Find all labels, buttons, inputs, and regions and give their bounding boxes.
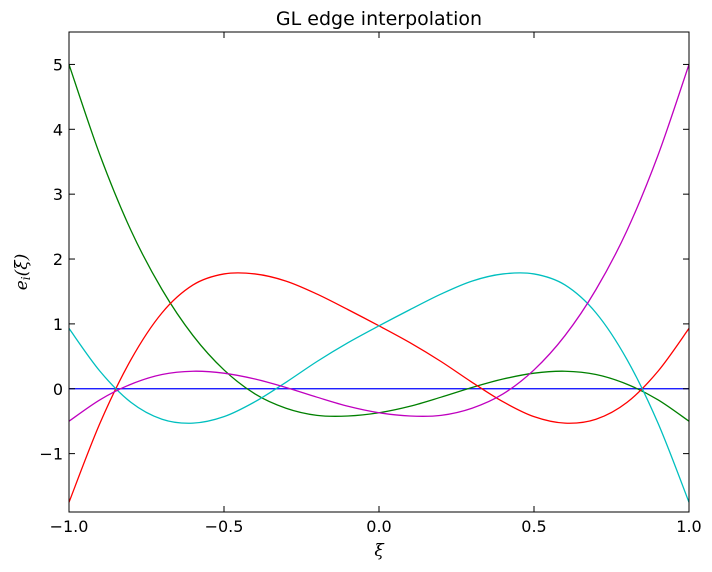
y-tick-label: 1 [53,315,63,334]
y-tick-label: 2 [53,250,63,269]
series-line-2 [69,272,689,503]
series-line-3 [69,272,689,503]
series-layer [69,64,689,503]
series-line-4 [69,64,689,422]
ticks-layer: −1.0 −0.5 0.0 0.5 1.0 −1 0 1 2 3 4 5 [39,32,702,536]
chart-title: GL edge interpolation [276,8,482,30]
y-axis-label-base: e [12,280,32,290]
y-axis-label-arg: (ξ) [12,254,32,277]
x-tick-label: −1.0 [50,517,89,536]
x-tick-label: 1.0 [676,517,701,536]
y-tick-label: 4 [53,120,63,139]
x-axis-label: ξ [374,541,385,561]
series-line-1 [69,64,689,422]
y-tick-label: −1 [39,445,63,464]
y-axis-label-sub: i [19,276,33,280]
plot-frame [68,31,690,513]
x-tick-label: −0.5 [205,517,244,536]
y-tick-label: 3 [53,185,63,204]
x-tick-label: 0.5 [521,517,546,536]
y-axis-label: ei(ξ) [12,254,33,291]
y-tick-label: 5 [53,55,63,74]
y-tick-label: 0 [53,380,63,399]
x-tick-label: 0.0 [366,517,391,536]
